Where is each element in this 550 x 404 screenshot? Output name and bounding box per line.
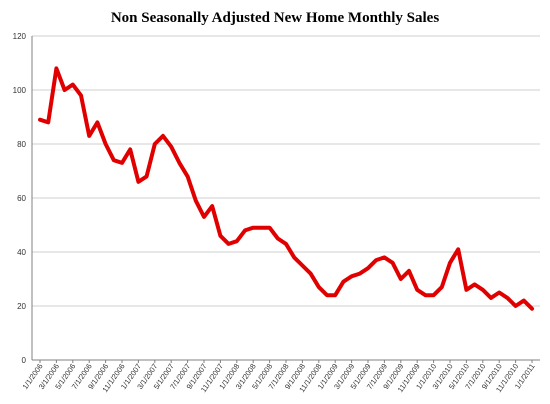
data-point — [326, 294, 328, 297]
data-point — [203, 216, 205, 218]
data-point — [96, 121, 99, 124]
y-axis-ticks: 0 20 40 60 80 100 120 — [13, 32, 27, 365]
data-point — [293, 256, 296, 259]
data-point — [63, 89, 66, 91]
data-point — [154, 143, 156, 145]
data-point — [129, 148, 131, 151]
data-point — [342, 280, 345, 283]
gridlines — [32, 35, 540, 307]
sales-series-line — [38, 66, 534, 311]
chart-title: Non Seasonally Adjusted New Home Monthly… — [111, 10, 440, 26]
data-point — [309, 272, 312, 275]
y-tick-label: 120 — [13, 32, 27, 41]
data-point — [531, 307, 533, 310]
data-point — [145, 175, 148, 178]
data-point — [449, 262, 451, 264]
data-point — [424, 294, 427, 297]
data-point — [400, 278, 402, 280]
data-point — [260, 226, 263, 229]
data-point — [523, 299, 525, 302]
series-layer — [38, 66, 534, 311]
data-point — [473, 283, 476, 286]
data-point — [441, 286, 443, 288]
data-point — [170, 145, 172, 148]
data-point — [55, 67, 58, 70]
data-point — [318, 286, 320, 288]
data-point — [39, 118, 41, 121]
data-point — [383, 256, 386, 259]
data-point — [514, 305, 517, 307]
data-point — [408, 270, 410, 272]
data-point — [178, 162, 181, 164]
y-tick-label: 100 — [13, 86, 27, 95]
data-point — [350, 275, 353, 278]
data-point — [482, 289, 484, 291]
data-point — [162, 135, 164, 137]
data-point — [104, 143, 107, 145]
data-point — [301, 264, 304, 267]
data-point — [334, 294, 337, 297]
data-point — [367, 267, 369, 270]
data-point — [186, 175, 189, 178]
data-point — [391, 262, 394, 264]
data-point — [268, 226, 271, 229]
y-tick-label: 80 — [17, 140, 26, 149]
data-point — [137, 181, 140, 183]
data-point — [236, 240, 238, 242]
data-point — [359, 272, 361, 275]
data-point — [227, 243, 230, 245]
data-point — [285, 243, 287, 245]
data-point — [244, 229, 246, 232]
data-point — [121, 162, 123, 164]
data-point — [498, 291, 501, 294]
data-point — [506, 297, 509, 299]
data-point — [113, 159, 115, 161]
data-point — [252, 226, 254, 229]
data-point — [432, 294, 435, 297]
y-tick-label: 40 — [17, 248, 26, 257]
data-point — [72, 83, 74, 86]
data-point — [80, 94, 82, 97]
data-point — [375, 259, 378, 261]
data-point — [416, 289, 419, 291]
data-point — [490, 297, 492, 299]
data-point — [211, 205, 213, 207]
data-point — [277, 237, 279, 240]
data-point — [465, 289, 468, 291]
data-point — [88, 135, 90, 137]
y-tick-label: 0 — [22, 356, 27, 365]
data-point — [457, 248, 460, 251]
data-point — [47, 121, 49, 124]
y-tick-label: 20 — [17, 302, 26, 311]
data-point — [219, 235, 222, 237]
x-axis-ticks: 1/1/20063/1/20065/1/20067/1/20069/1/2006… — [21, 360, 537, 394]
data-point — [195, 199, 197, 202]
y-tick-label: 60 — [17, 194, 26, 203]
